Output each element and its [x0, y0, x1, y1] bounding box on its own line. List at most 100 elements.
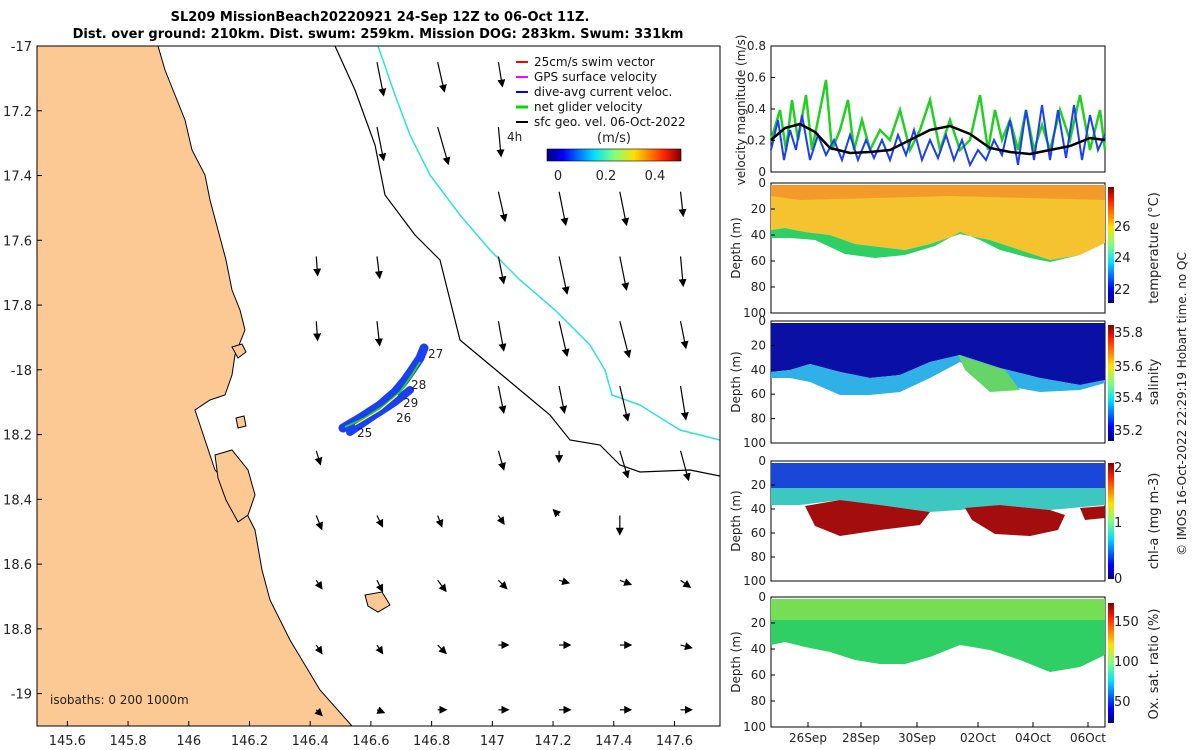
velocity-arrow: [437, 126, 451, 166]
depth-ytick-label: 20: [751, 616, 766, 630]
velocity-ytick-label: 0: [758, 165, 766, 179]
velocity-ylabel: velocity magnitude (m/s): [734, 35, 748, 186]
legend-swim: 25cm/s swim vector: [534, 55, 655, 69]
colorbar-tick-0: 0: [554, 169, 562, 184]
day-label-25: 25: [357, 426, 372, 440]
velocity-arrow: [497, 62, 506, 88]
temperature-orange-surface: [771, 185, 1105, 200]
velocity-arrow: [437, 62, 447, 93]
map-xtick-label: 146.8: [413, 734, 450, 749]
depth-ytick-label: 100: [743, 720, 766, 734]
salinity-label: salinity: [1147, 358, 1162, 405]
legend-sfc: sfc geo. vel. 06-Oct-2022: [534, 115, 686, 129]
salinity-ctick-35.2: 35.2: [1114, 424, 1143, 439]
chla-ctick-2: 2: [1114, 461, 1122, 476]
depth-ytick-label: 60: [751, 526, 766, 540]
day-label-26: 26: [396, 411, 411, 425]
depth-ytick-label: 80: [751, 412, 766, 426]
map-ytick-label: 17.8: [3, 299, 32, 314]
map-x-axis: 145.6 145.8 146 146.2 146.4 146.6 146.8 147 147.…: [49, 721, 693, 749]
salinity-ctick-35.6: 35.6: [1114, 360, 1143, 375]
glider-track: [338, 343, 429, 436]
velocity-arrow: [619, 450, 630, 479]
chla-mid-green: [771, 488, 1105, 512]
credit: © IMOS 16-Oct-2022 22:29:19 Hobart time.…: [1175, 252, 1189, 556]
time-xtick-label: 26Sep: [789, 731, 827, 745]
depth-ytick-label: 20: [751, 338, 766, 352]
velocity-arrow: [375, 644, 384, 655]
time-xtick-label: 02Oct: [960, 731, 996, 745]
map-ytick-label: 18.4: [3, 493, 32, 508]
depth-ylabel: Depth (m): [729, 631, 743, 692]
velocity-arrow: [374, 321, 383, 347]
velocity-arrow: [619, 321, 632, 359]
temperature-warm-layer: [771, 185, 1105, 260]
velocity-arrow: [678, 256, 687, 288]
depth-ytick-label: 80: [751, 280, 766, 294]
depth-ylabel: Depth (m): [729, 217, 743, 278]
day-label-27: 27: [428, 347, 443, 361]
geostrophic-velocity-arrows: [313, 62, 693, 717]
map-ytick-label: 17.2: [3, 105, 32, 120]
depth-ylabel: Depth (m): [729, 351, 743, 412]
island-small-1: [231, 343, 247, 359]
day-label-28: 28: [411, 378, 426, 392]
velocity-arrow: [558, 256, 570, 295]
depth-ytick-label: 80: [751, 694, 766, 708]
island-palm: [364, 591, 391, 613]
depth-ytick-label: 100: [743, 574, 766, 588]
velocity-arrow: [376, 126, 387, 162]
map-ytick-label: -17: [11, 40, 32, 55]
oxygen-panel: 150 100 50 Ox. sat. ratio (%): [770, 596, 1162, 728]
depth-ytick-label: 0: [758, 176, 766, 190]
colorbar-tick-1: 0.2: [596, 169, 617, 184]
map-ytick-label: -19: [11, 688, 32, 703]
velocity-arrow: [619, 578, 633, 586]
chla-panel: 2 1 0 chl-a (mg m-3): [770, 460, 1162, 587]
depth-ytick-label: 100: [743, 436, 766, 450]
velocity-arrow: [619, 191, 630, 227]
chla-max-red-2: [965, 505, 1065, 536]
depth-ytick-label: 0: [758, 314, 766, 328]
velocity-arrow: [496, 126, 505, 158]
salinity-ctick-35.8: 35.8: [1114, 326, 1143, 341]
colorbar-title: (m/s): [597, 131, 631, 146]
temperature-panel: 26 24 22 temperature (°C): [770, 182, 1162, 314]
velocity-arrow: [558, 191, 569, 227]
oxygen-colorbar: [1108, 603, 1114, 723]
map-xtick-label: 147.4: [595, 734, 632, 749]
velocity-arrow: [437, 644, 447, 655]
depth-ytick-label: 20: [751, 478, 766, 492]
oxygen-label: Ox. sat. ratio (%): [1147, 609, 1162, 720]
velocity-arrow: [314, 707, 323, 717]
chla-max-red-3: [1080, 506, 1105, 520]
land-coastline: [37, 46, 353, 726]
legend-dive: dive-avg current veloc.: [534, 85, 672, 99]
map-panel: 27 28 29 26 25 4h 145.6 145.8 146 146.2 146.…: [3, 40, 721, 749]
temperature-cool-layer: [771, 228, 1105, 262]
velocity-arrow: [375, 515, 384, 528]
depth-ytick-label: 60: [751, 387, 766, 401]
depth-ytick-label: 40: [751, 363, 766, 377]
map-xtick-label: 146.6: [352, 734, 389, 749]
chla-ctick-0: 0: [1114, 572, 1122, 587]
velocity-arrow: [376, 62, 387, 97]
map-legend: 25cm/s swim vector GPS surface velocity …: [516, 55, 686, 184]
map-xtick-label: 146.4: [292, 734, 329, 749]
map-xtick-label: 147.6: [656, 734, 693, 749]
day-label-29: 29: [403, 396, 418, 410]
velocity-arrow: [374, 256, 383, 280]
velocity-arrow: [619, 256, 630, 291]
oxygen-ctick-150: 150: [1114, 615, 1139, 630]
chla-surface-blue: [771, 463, 1105, 488]
depth-ylabel: Depth (m): [729, 490, 743, 551]
time-xtick-label: 04Oct: [1015, 731, 1051, 745]
depth-ytick-label: 40: [751, 502, 766, 516]
velocity-arrow: [496, 515, 505, 525]
velocity-arrow: [313, 256, 322, 277]
velocity-arrow: [313, 321, 322, 342]
map-xtick-label: 147: [480, 734, 505, 749]
map-xtick-label: 146.2: [231, 734, 268, 749]
map-frame: [36, 45, 721, 727]
velocity-arrow: [314, 450, 323, 466]
